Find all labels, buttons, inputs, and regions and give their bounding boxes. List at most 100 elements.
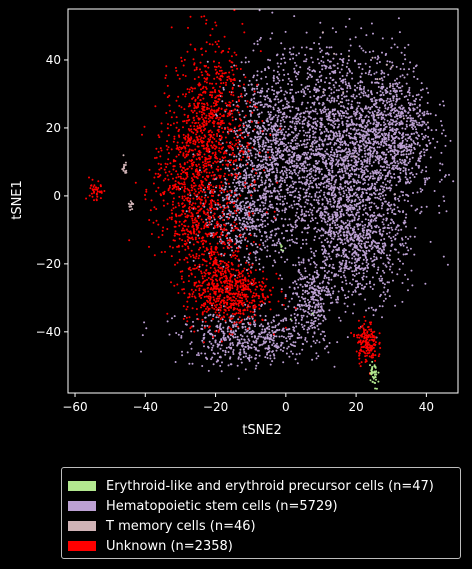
scatter-point bbox=[355, 213, 358, 216]
scatter-point bbox=[270, 143, 273, 146]
scatter-point bbox=[358, 272, 361, 275]
scatter-point bbox=[401, 242, 404, 245]
scatter-point bbox=[331, 222, 334, 225]
scatter-point bbox=[246, 125, 249, 128]
scatter-point bbox=[279, 179, 282, 182]
scatter-point bbox=[351, 152, 354, 155]
scatter-point bbox=[286, 229, 289, 232]
scatter-point bbox=[242, 122, 245, 125]
scatter-point bbox=[353, 303, 356, 306]
scatter-point bbox=[393, 146, 396, 149]
scatter-point bbox=[271, 154, 274, 156]
scatter-point bbox=[244, 56, 247, 59]
scatter-point bbox=[375, 102, 377, 105]
scatter-point bbox=[368, 69, 371, 72]
scatter-point bbox=[356, 132, 359, 135]
scatter-point bbox=[382, 144, 385, 147]
scatter-point bbox=[343, 238, 346, 241]
scatter-point bbox=[300, 261, 303, 264]
scatter-point bbox=[381, 91, 384, 94]
scatter-point bbox=[375, 226, 377, 229]
scatter-point bbox=[325, 184, 328, 187]
scatter-point bbox=[309, 128, 311, 131]
scatter-point bbox=[321, 140, 324, 143]
scatter-point bbox=[261, 194, 264, 197]
scatter-point bbox=[328, 169, 331, 172]
scatter-point bbox=[375, 105, 377, 108]
scatter-point bbox=[325, 206, 328, 209]
scatter-point bbox=[369, 245, 372, 248]
scatter-point bbox=[252, 138, 255, 141]
scatter-point bbox=[332, 194, 334, 197]
scatter-point bbox=[346, 336, 349, 339]
scatter-point bbox=[299, 187, 302, 190]
scatter-point bbox=[330, 159, 333, 162]
scatter-point bbox=[417, 141, 419, 144]
scatter-point bbox=[363, 134, 366, 137]
scatter-point bbox=[418, 104, 421, 107]
scatter-point bbox=[371, 111, 374, 114]
scatter-point bbox=[356, 86, 359, 89]
scatter-point bbox=[296, 142, 299, 145]
scatter-point bbox=[412, 117, 414, 120]
scatter-point bbox=[283, 125, 286, 128]
scatter-point bbox=[323, 139, 326, 142]
scatter-point bbox=[276, 242, 279, 244]
scatter-point bbox=[366, 270, 368, 273]
scatter-point bbox=[382, 213, 385, 216]
scatter-point bbox=[234, 133, 237, 135]
scatter-point bbox=[369, 172, 372, 175]
scatter-point bbox=[325, 276, 328, 279]
scatter-point bbox=[333, 126, 336, 128]
scatter-point bbox=[388, 186, 391, 189]
scatter-point bbox=[377, 266, 380, 269]
scatter-point bbox=[260, 77, 263, 80]
scatter-point bbox=[335, 158, 338, 161]
scatter-point bbox=[303, 90, 306, 93]
scatter-point bbox=[270, 233, 273, 236]
scatter-point bbox=[311, 326, 314, 329]
scatter-point bbox=[365, 175, 368, 178]
scatter-point bbox=[371, 170, 374, 173]
scatter-point bbox=[260, 179, 263, 182]
scatter-point bbox=[323, 94, 326, 97]
scatter-point bbox=[362, 133, 365, 136]
scatter-point bbox=[381, 79, 384, 82]
scatter-point bbox=[338, 175, 341, 178]
scatter-point bbox=[303, 151, 305, 154]
scatter-point bbox=[364, 179, 367, 182]
scatter-point bbox=[353, 203, 356, 206]
scatter-point bbox=[295, 158, 298, 161]
scatter-point bbox=[295, 122, 298, 125]
scatter-point bbox=[337, 274, 340, 277]
scatter-point bbox=[237, 240, 240, 243]
scatter-point bbox=[395, 113, 398, 116]
scatter-point bbox=[391, 142, 394, 145]
scatter-point bbox=[335, 174, 338, 177]
scatter-point bbox=[244, 212, 247, 215]
scatter-point bbox=[383, 104, 386, 107]
scatter-point bbox=[333, 189, 335, 192]
scatter-point bbox=[315, 184, 318, 187]
scatter-point bbox=[377, 82, 380, 85]
scatter-point bbox=[421, 133, 423, 135]
scatter-point bbox=[396, 273, 399, 276]
scatter-point bbox=[358, 186, 361, 189]
scatter-point bbox=[388, 60, 391, 63]
scatter-point bbox=[402, 153, 405, 156]
scatter-point bbox=[308, 156, 311, 158]
scatter-point bbox=[396, 153, 399, 155]
scatter-point bbox=[381, 151, 383, 154]
scatter-point bbox=[381, 87, 384, 90]
scatter-point bbox=[275, 167, 278, 170]
scatter-point bbox=[396, 224, 399, 227]
scatter-point bbox=[350, 159, 353, 162]
scatter-point bbox=[314, 169, 317, 172]
scatter-point bbox=[284, 207, 287, 210]
scatter-point bbox=[371, 152, 374, 155]
scatter-point bbox=[342, 190, 345, 193]
scatter-point bbox=[386, 180, 389, 183]
scatter-point bbox=[361, 267, 363, 270]
scatter-point bbox=[318, 42, 320, 45]
scatter-point bbox=[232, 215, 235, 218]
